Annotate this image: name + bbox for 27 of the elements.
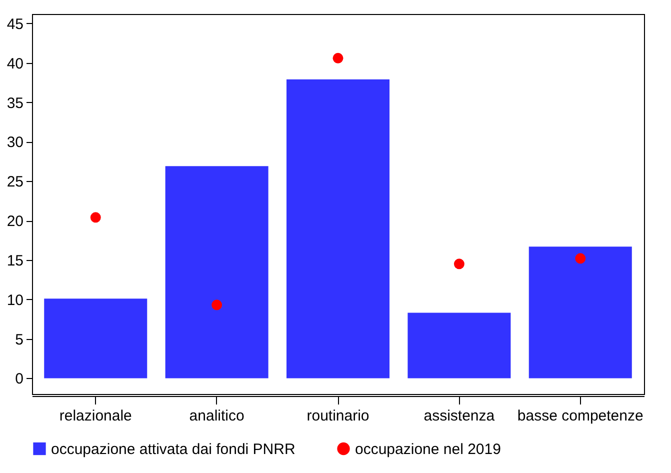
- y-tick-label: 20: [6, 213, 24, 230]
- y-tick-label: 35: [6, 94, 24, 112]
- x-tick-label: analitico: [189, 408, 244, 424]
- point: [90, 212, 101, 223]
- y-tick-label: 5: [15, 331, 24, 348]
- point: [454, 258, 464, 270]
- y-tick-label: 0: [15, 370, 24, 388]
- point: [575, 253, 586, 264]
- y-tick-label: 30: [6, 134, 24, 152]
- y-tick-label: 45: [6, 16, 24, 33]
- legend-label: occupazione nel 2019: [355, 440, 501, 458]
- y-tick-label: 10: [6, 292, 24, 309]
- x-tick-label: relazionale: [59, 408, 132, 424]
- bar: [528, 246, 632, 378]
- bar: [44, 298, 148, 378]
- y-tick-label: 40: [6, 55, 24, 72]
- legend-label: occupazione attivata dai fondi PNRR: [51, 440, 296, 458]
- bar: [165, 166, 268, 378]
- point: [212, 300, 222, 310]
- x-tick-label: basse competenze: [517, 408, 644, 424]
- y-tick-label: 15: [6, 252, 24, 270]
- bar: [286, 79, 390, 378]
- x-tick-label: assistenza: [424, 408, 496, 424]
- x-tick-label: routinario: [306, 408, 370, 424]
- point: [332, 52, 344, 64]
- y-tick-label: 25: [6, 174, 24, 191]
- bar: [408, 312, 511, 378]
